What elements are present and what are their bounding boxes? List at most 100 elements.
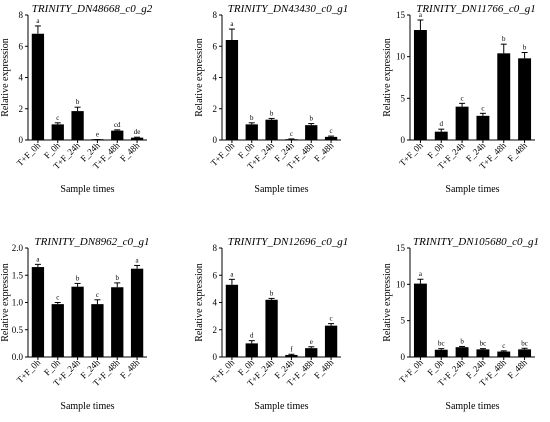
significance-label: bc (438, 340, 445, 348)
chart-panel-4: TRINITY_DN8962_c0_g1 0.0 0.5 1.0 1.5 2.0Relat… (0, 236, 149, 412)
y-tick-label: 8 (213, 243, 218, 253)
bar (71, 111, 84, 140)
chart-title: TRINITY_DN43430_c0_g1 (228, 3, 348, 15)
bar (225, 40, 239, 140)
bar (225, 284, 239, 357)
bar (130, 268, 144, 357)
bar (305, 348, 318, 357)
significance-label: c (330, 127, 333, 135)
y-axis-label: Relative expression (194, 263, 205, 342)
significance-label: c (290, 130, 293, 138)
y-tick-label: 2 (19, 104, 24, 114)
bar (413, 283, 427, 357)
bar (305, 125, 318, 140)
x-axis-label: Sample times (445, 184, 499, 195)
x-category-label: F_48h (118, 357, 142, 381)
bar (31, 33, 45, 140)
y-tick-label: 6 (213, 41, 218, 51)
significance-label: c (96, 291, 99, 299)
significance-label: e (96, 131, 99, 139)
bar (455, 347, 469, 357)
bar (324, 136, 338, 140)
significance-label: a (230, 20, 234, 28)
bar (497, 351, 511, 357)
significance-label: b (76, 98, 80, 106)
x-axis-label: Sample times (445, 401, 499, 412)
bar (265, 299, 278, 357)
y-tick-label: 15 (396, 243, 406, 253)
y-axis-label: Relative expression (194, 38, 205, 117)
chart-panel-2: TRINITY_DN43430_c0_g1 0 2 4 6 8 Relative expre… (194, 3, 348, 195)
x-category-label: F_48h (506, 140, 530, 164)
significance-label: de (134, 128, 141, 136)
significance-label: c (502, 342, 505, 350)
bar (497, 53, 511, 141)
significance-label: a (36, 255, 40, 263)
bar (111, 130, 124, 140)
bar (245, 124, 258, 140)
bar (455, 106, 469, 140)
significance-label: c (56, 114, 59, 122)
significance-label: b (250, 114, 254, 122)
y-tick-label: 2 (213, 104, 218, 114)
y-tick-label: 5 (401, 316, 406, 326)
x-axis-label: Sample times (254, 401, 308, 412)
y-axis-label: Relative expression (0, 263, 11, 342)
y-tick-label: 4 (213, 298, 218, 308)
y-tick-label: 2.0 (12, 243, 24, 253)
bar (91, 304, 104, 357)
significance-label: bc (480, 340, 487, 348)
y-axis-label: Relative expression (382, 38, 393, 117)
significance-label: b (310, 115, 314, 123)
bar (265, 119, 278, 140)
x-category-label: F_48h (312, 357, 336, 381)
bar (434, 349, 448, 357)
y-axis-label: Relative expression (382, 263, 393, 342)
significance-label: c (461, 94, 464, 102)
significance-label: a (419, 11, 423, 19)
significance-label: f (290, 345, 293, 353)
x-category-label: F_48h (312, 140, 336, 164)
bar (434, 131, 448, 140)
y-tick-label: 4 (19, 73, 24, 83)
x-axis-label: Sample times (254, 184, 308, 195)
significance-label: c (56, 294, 59, 302)
significance-label: b (460, 337, 464, 345)
y-tick-label: 0 (19, 135, 24, 145)
bar (413, 30, 427, 140)
bar (476, 349, 490, 357)
chart-title: TRINITY_DN105680_c0_g1 (413, 236, 539, 248)
y-tick-label: 10 (396, 279, 406, 289)
significance-label: b (502, 35, 506, 43)
significance-label: e (310, 338, 313, 346)
significance-label: b (270, 289, 274, 297)
chart-title: TRINITY_DN12696_c0_g1 (228, 236, 348, 248)
chart-title: TRINITY_DN48668_c0_g2 (32, 3, 153, 15)
bar (31, 267, 45, 357)
significance-label: b (270, 109, 274, 117)
y-tick-label: 1.5 (12, 270, 24, 280)
y-tick-label: 0 (213, 352, 218, 362)
y-tick-label: 0.5 (12, 325, 24, 335)
significance-label: c (481, 104, 484, 112)
bar (130, 137, 144, 140)
chart-title: TRINITY_DN11766_c0_g1 (416, 3, 536, 15)
y-tick-label: 1.0 (12, 298, 24, 308)
chart-title: TRINITY_DN8962_c0_g1 (35, 236, 150, 248)
bar (71, 286, 84, 357)
chart-panel-1: TRINITY_DN48668_c0_g2 0 2 4 6 8 Relative expre… (0, 3, 153, 195)
chart-panel-5: TRINITY_DN12696_c0_g1 0 2 4 6 8 Relative expre… (194, 236, 348, 412)
significance-label: bc (521, 339, 528, 347)
bar (111, 287, 124, 357)
bar (285, 139, 298, 140)
significance-label: a (230, 270, 234, 278)
significance-label: a (36, 17, 40, 25)
y-tick-label: 15 (396, 10, 406, 20)
y-tick-label: 8 (213, 10, 218, 20)
bar (51, 304, 64, 357)
significance-label: a (419, 270, 423, 278)
significance-label: b (116, 274, 120, 282)
chart-panel-3: TRINITY_DN11766_c0_g1 0 5 10 15 Relative expr… (382, 3, 536, 195)
significance-label: b (76, 274, 80, 282)
